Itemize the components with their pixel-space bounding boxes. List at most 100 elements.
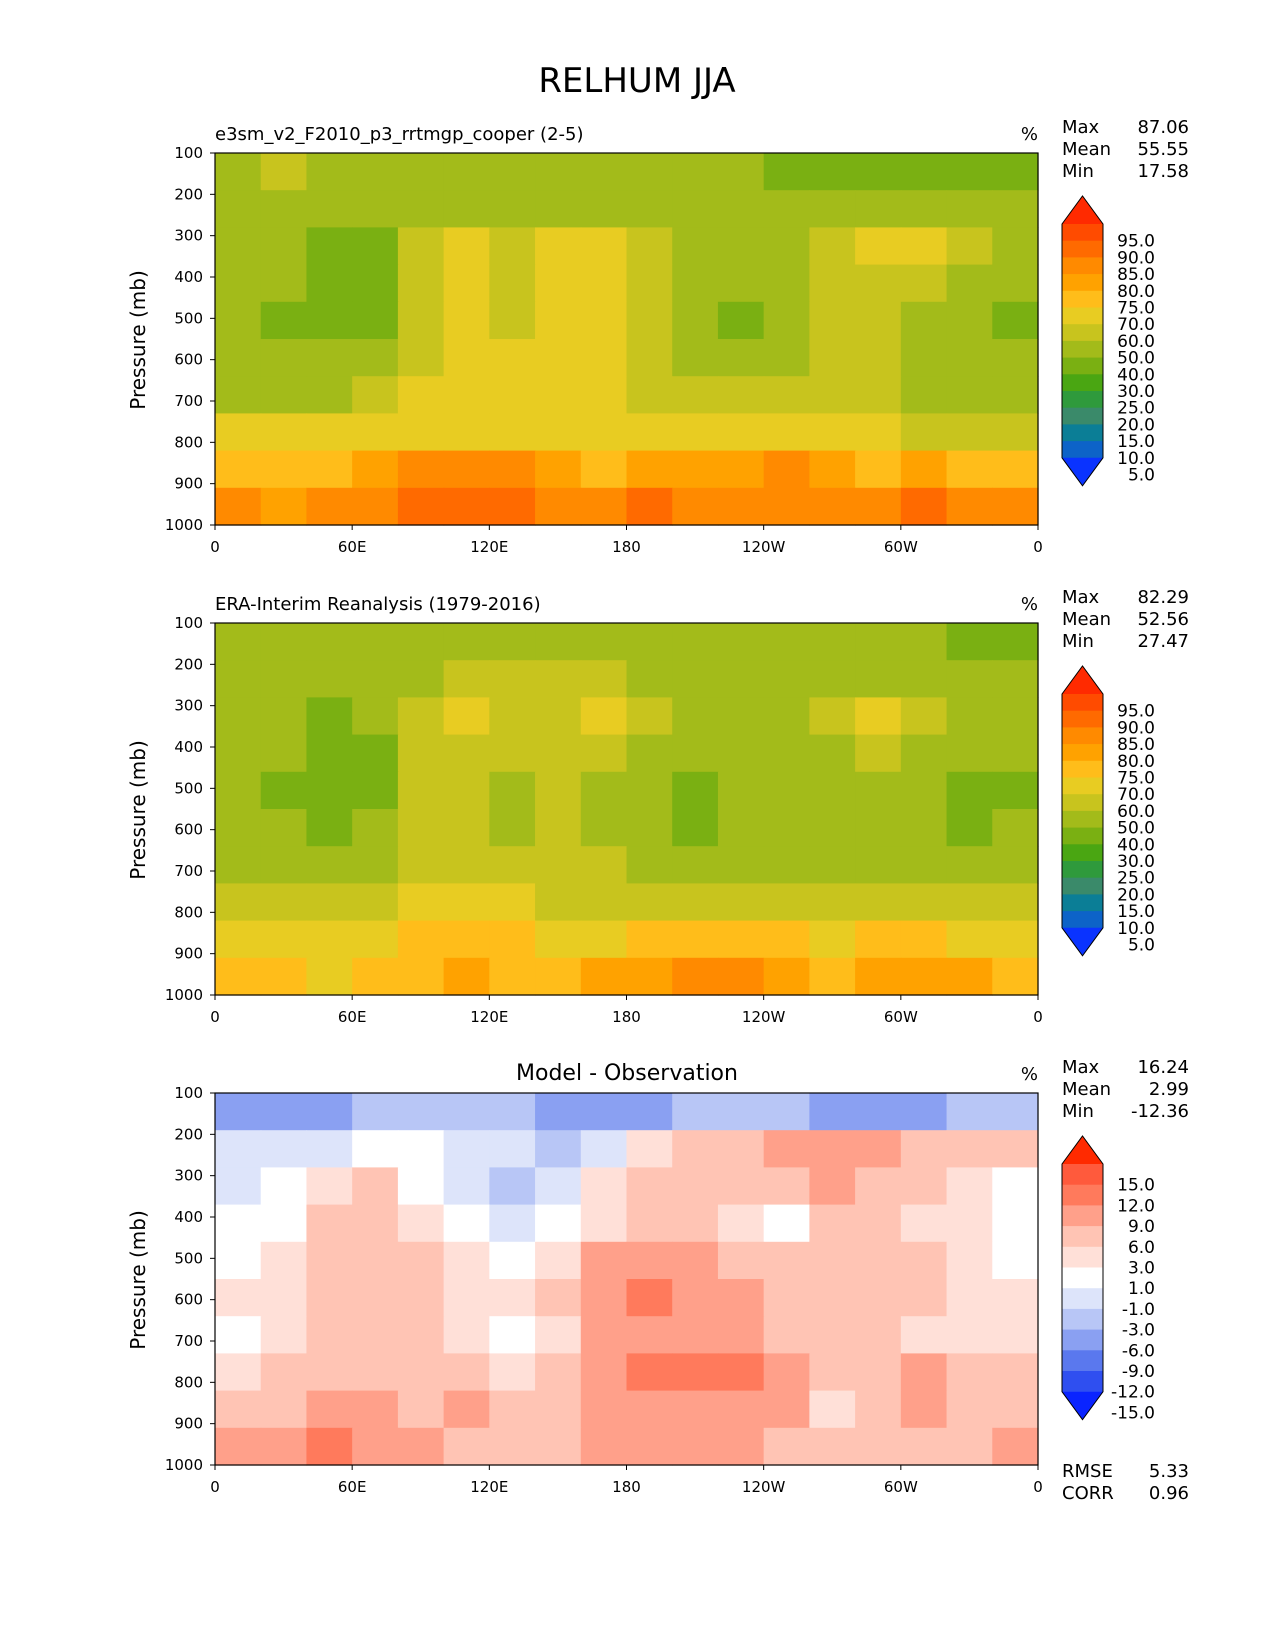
heatmap-cell <box>535 487 582 526</box>
heatmap-cell <box>306 771 353 810</box>
heatmap-cell <box>763 697 810 736</box>
x-tick-label: 0 <box>1033 1008 1043 1026</box>
heatmap-cell <box>397 1279 445 1317</box>
heatmap-cell <box>900 339 948 377</box>
heatmap-cell <box>672 1093 719 1131</box>
heatmap-cell <box>580 487 628 526</box>
heatmap-cell <box>626 883 673 922</box>
heatmap-cell <box>900 660 948 698</box>
heatmap-cell <box>535 1390 582 1429</box>
heatmap-cell <box>809 623 856 661</box>
heatmap-cell <box>946 450 993 489</box>
heatmap-cell <box>215 809 262 847</box>
heatmap-cell <box>489 487 536 526</box>
heatmap-cell <box>535 771 582 810</box>
colorbar-box <box>1062 391 1103 409</box>
heatmap-cells <box>215 153 1039 526</box>
heatmap-cell <box>855 264 902 303</box>
x-tick-label: 0 <box>210 538 220 556</box>
colorbar-box <box>1062 777 1103 795</box>
heatmap-cell <box>946 1353 993 1392</box>
heatmap-cell <box>855 487 902 526</box>
heatmap-cell <box>992 339 1039 377</box>
heatmap-cell <box>855 413 902 452</box>
heatmap-cell <box>626 846 673 884</box>
heatmap-cell <box>672 920 719 959</box>
heatmap-cell <box>443 1390 490 1429</box>
heatmap-cell <box>489 734 536 773</box>
heatmap-cell <box>855 1241 902 1280</box>
heatmap-cell <box>626 1130 673 1168</box>
colorbar-level-label: 95.0 <box>1117 232 1155 252</box>
heatmap-cell <box>992 1130 1039 1168</box>
heatmap-cell <box>946 771 993 810</box>
heatmap-cell <box>535 1167 582 1206</box>
stat-label: Mean <box>1062 139 1111 160</box>
heatmap-cell <box>809 227 856 266</box>
heatmap-cell <box>763 264 810 303</box>
heatmap-cell <box>489 376 536 414</box>
heatmap-cell <box>809 450 856 489</box>
heatmap-cell <box>900 623 948 661</box>
heatmap-cell <box>397 734 445 773</box>
heatmap-cell <box>489 1204 536 1243</box>
heatmap-cell <box>535 623 582 661</box>
heatmap-cell <box>535 301 582 340</box>
heatmap-cell <box>900 809 948 847</box>
heatmap-cell <box>215 883 262 922</box>
heatmap-cell <box>763 1390 810 1429</box>
heatmap-cell <box>992 920 1039 959</box>
heatmap-cell <box>672 660 719 698</box>
heatmap-cell <box>900 1130 948 1168</box>
heatmap-cell <box>900 227 948 266</box>
heatmap-cell <box>855 957 902 996</box>
heatmap-cell <box>260 487 308 526</box>
heatmap-cell <box>580 809 628 847</box>
heatmap-cell <box>717 1316 765 1354</box>
heatmap-cell <box>306 376 353 414</box>
heatmap-cell <box>580 190 628 228</box>
colorbar-box <box>1062 441 1103 459</box>
heatmap-cell <box>672 1353 719 1392</box>
heatmap-cell <box>717 153 765 191</box>
heatmap-cell <box>397 1130 445 1168</box>
heatmap-cell <box>260 623 308 661</box>
heatmap-cell <box>352 883 399 922</box>
heatmap-cell <box>809 1427 856 1466</box>
heatmap-cell <box>489 1093 536 1131</box>
colorbar: 15.012.09.06.03.01.0-1.0-3.0-6.0-9.0-12.… <box>1061 1135 1155 1423</box>
heatmap-cell <box>855 623 902 661</box>
heatmap-cell <box>855 1167 902 1206</box>
colorbar-outline <box>1061 1135 1104 1421</box>
heatmap-cell <box>306 920 353 959</box>
heatmap-cell <box>992 623 1039 661</box>
heatmap-cell <box>855 227 902 266</box>
heatmap-cell <box>260 1353 308 1392</box>
heatmap-cell <box>443 846 490 884</box>
panel-title: ERA-Interim Reanalysis (1979-2016) <box>215 594 541 615</box>
colorbar-box <box>1062 694 1103 712</box>
heatmap-cell <box>809 1204 856 1243</box>
y-axis-label: Pressure (mb) <box>126 1210 150 1350</box>
heatmap-cell <box>763 734 810 773</box>
y-tick-label: 300 <box>174 227 203 245</box>
heatmap-cell <box>580 1279 628 1317</box>
heatmap-cell <box>672 1167 719 1206</box>
heatmap-cell <box>397 413 445 452</box>
heatmap-cell <box>992 153 1039 191</box>
heatmap-cell <box>626 809 673 847</box>
colorbar-box <box>1062 1371 1103 1393</box>
heatmap-cell <box>215 1167 262 1206</box>
stat-label: Min <box>1062 161 1094 182</box>
heatmap-cell <box>352 920 399 959</box>
heatmap-cell <box>352 1093 399 1131</box>
units-label: % <box>1021 594 1038 615</box>
heatmap-cell <box>626 376 673 414</box>
heatmap-cell <box>443 1353 490 1392</box>
colorbar-box <box>1062 290 1103 308</box>
heatmap-cell <box>397 920 445 959</box>
colorbar-level-label: 10.0 <box>1117 449 1155 469</box>
heatmap-cell <box>260 1204 308 1243</box>
heatmap-cell <box>763 339 810 377</box>
heatmap-cell <box>855 153 902 191</box>
